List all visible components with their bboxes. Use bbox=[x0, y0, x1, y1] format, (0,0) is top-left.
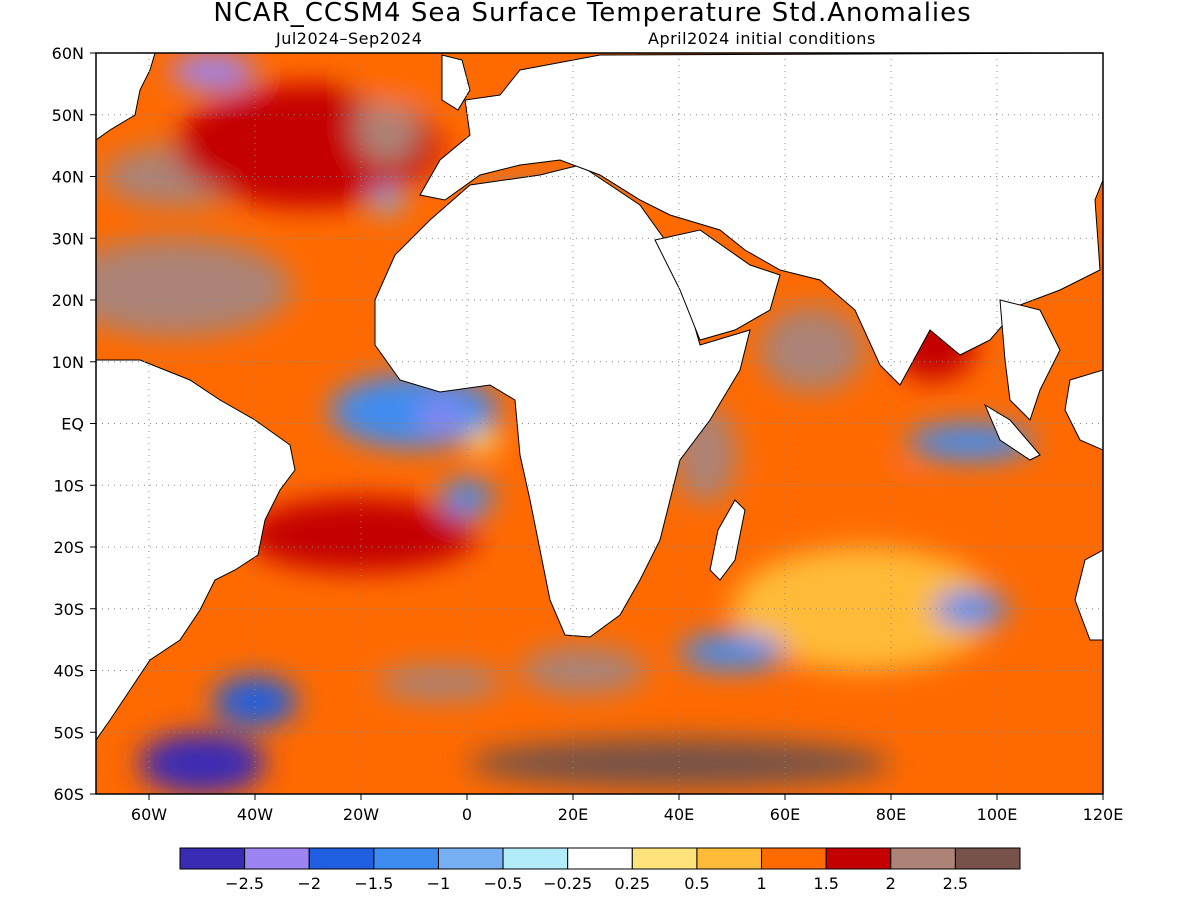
lat-tick-label: 40S bbox=[53, 662, 84, 681]
lat-tick-label: 40N bbox=[52, 168, 84, 187]
map-plot-area: 60W 40W 20W 0 20E 40E 60E 80E 100E 120E 60N 50N 40N 3… bbox=[52, 44, 1124, 824]
colorbar-swatch bbox=[308, 847, 375, 870]
lat-tick-label: 60S bbox=[53, 785, 84, 804]
colorbar-label: −1 bbox=[427, 874, 451, 893]
colorbar-swatch bbox=[437, 847, 504, 870]
anomaly-region-atlantic-north-subtropics bbox=[96, 238, 293, 338]
colorbar-swatch bbox=[825, 847, 892, 870]
lon-tick-label: 40E bbox=[664, 805, 694, 824]
lon-tick-label: 120E bbox=[1083, 805, 1124, 824]
colorbar-label: −0.25 bbox=[543, 874, 592, 893]
lat-tick-label: 50N bbox=[52, 106, 84, 125]
anomaly-region-indian-south-blue2 bbox=[933, 590, 1008, 628]
anomaly-region-labrador-blue bbox=[170, 53, 256, 91]
colorbar-swatch bbox=[244, 847, 310, 870]
forecast-period: Jul2024–Sep2024 bbox=[276, 29, 423, 48]
colorbar-label: −2.5 bbox=[225, 874, 264, 893]
australia-land bbox=[1074, 549, 1103, 641]
borneo-land bbox=[1064, 369, 1103, 451]
colorbar-swatch bbox=[890, 847, 956, 870]
colorbar-swatch bbox=[373, 847, 439, 870]
colorbar-swatch bbox=[631, 847, 698, 870]
lon-tick-label: 20W bbox=[343, 805, 379, 824]
colorbar-swatch bbox=[696, 847, 763, 870]
southeast-asia-land bbox=[999, 299, 1061, 421]
anomaly-region-gulf-guinea-violet bbox=[419, 404, 462, 430]
anomaly-region-patagonia-violet bbox=[138, 732, 266, 794]
colorbar-swatch bbox=[761, 847, 827, 870]
anomaly-region-south-atlantic-brown bbox=[376, 664, 505, 702]
anomaly-region-canary-blue bbox=[371, 188, 404, 214]
land-masses bbox=[96, 53, 1103, 741]
anomaly-region-west-africa-warm bbox=[467, 429, 499, 455]
colorbar-label: 1 bbox=[756, 874, 766, 893]
colorbar-label: −1.5 bbox=[354, 874, 393, 893]
lon-tick-label: 0 bbox=[462, 805, 472, 824]
lon-tick-label: 40W bbox=[237, 805, 273, 824]
lat-tick-label: 10N bbox=[52, 353, 84, 372]
map-title: NCAR_CCSM4 Sea Surface Temperature Std.A… bbox=[213, 0, 972, 28]
british-isles-land bbox=[441, 54, 471, 111]
eurasia-land bbox=[419, 53, 1103, 386]
initial-conditions: April2024 initial conditions bbox=[648, 29, 876, 48]
colorbar-swatch bbox=[567, 847, 633, 870]
colorbar-label: 2 bbox=[886, 874, 896, 893]
colorbar-label: −2 bbox=[297, 874, 321, 893]
anomaly-region-gulf-guinea-cold bbox=[329, 374, 499, 449]
lat-tick-label: 30S bbox=[53, 600, 84, 619]
sumatra-land bbox=[983, 403, 1041, 461]
lon-tick-label: 60E bbox=[770, 805, 800, 824]
map-axes: 60W 40W 20W 0 20E 40E 60E 80E 100E 120E 60N 50N 40N 3… bbox=[52, 44, 1124, 824]
lat-tick-label: 20N bbox=[52, 291, 84, 310]
anomaly-region-atlantic-north-brown bbox=[355, 90, 420, 165]
north-america-land bbox=[96, 53, 156, 141]
colorbar-label: −0.5 bbox=[484, 874, 523, 893]
africa-land bbox=[374, 164, 751, 638]
lat-tick-label: 60N bbox=[52, 44, 84, 63]
lat-tick-label: 20S bbox=[53, 538, 84, 557]
colorbar-swatch bbox=[502, 847, 569, 870]
lat-tick-label: 50S bbox=[53, 723, 84, 742]
lon-tick-label: 60W bbox=[131, 805, 167, 824]
south-america-land bbox=[96, 359, 296, 741]
lon-tick-label: 20E bbox=[558, 805, 588, 824]
lat-tick-label: 30N bbox=[52, 229, 84, 248]
lat-tick-label: 10S bbox=[53, 476, 84, 495]
arabia-land bbox=[654, 229, 781, 341]
madagascar-land bbox=[709, 499, 746, 581]
colorbar-label: 0.5 bbox=[684, 874, 709, 893]
anomaly-region-indian-south-cold bbox=[679, 633, 785, 671]
anomaly-region-agulhas-brown bbox=[520, 645, 648, 696]
anomaly-region-arabian-sea-brown bbox=[758, 306, 865, 393]
lat-tick-label: EQ bbox=[61, 415, 84, 434]
lon-tick-label: 100E bbox=[977, 805, 1018, 824]
colorbar-label: 2.5 bbox=[943, 874, 968, 893]
anomaly-region-south-atlantic-red bbox=[244, 497, 478, 572]
lon-tick-label: 80E bbox=[876, 805, 906, 824]
colorbar-swatch bbox=[954, 847, 1021, 870]
colorbar-label: 1.5 bbox=[813, 874, 838, 893]
colorbar-swatch bbox=[179, 847, 246, 870]
colorbar: −2.5 −2 −1.5 −1 −0.5 −0.25 0.25 0.5 1 1.5 2 2.5 bbox=[179, 847, 1021, 893]
anomaly-region-indian-equatorial-warm bbox=[758, 466, 918, 504]
anomaly-region-southern-ocean-brown bbox=[467, 738, 891, 788]
colorbar-label: 0.25 bbox=[614, 874, 650, 893]
